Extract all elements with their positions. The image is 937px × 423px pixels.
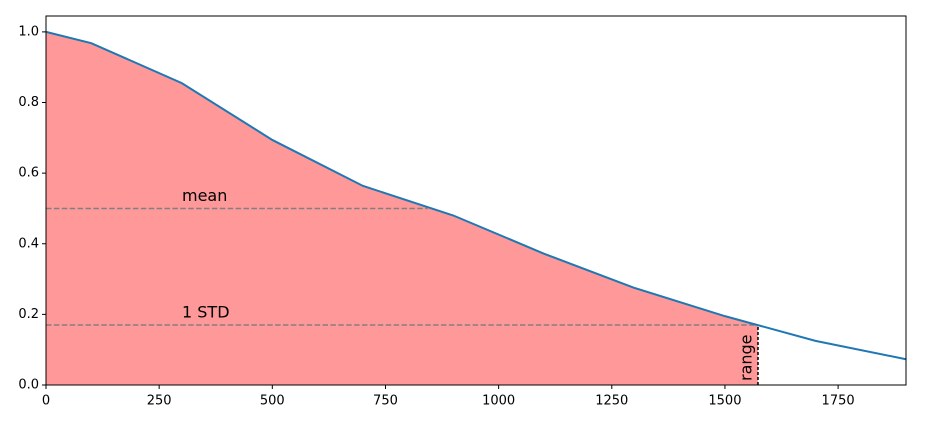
x-tick-label: 500: [260, 394, 285, 409]
x-tick-label: 750: [373, 394, 398, 409]
y-tick-label: 1.0: [18, 24, 39, 39]
x-tick-label: 1500: [708, 394, 741, 409]
y-tick-label: 0.0: [18, 378, 39, 393]
y-tick-label: 0.8: [18, 95, 39, 110]
y-tick-label: 0.4: [18, 236, 39, 251]
y-tick-label: 0.6: [18, 166, 39, 181]
x-tick-label: 1250: [595, 394, 628, 409]
x-tick-label: 0: [42, 394, 50, 409]
range-label: range: [736, 334, 755, 381]
y-tick-label: 0.2: [18, 307, 39, 322]
x-tick-label: 1750: [822, 394, 855, 409]
x-tick-label: 250: [147, 394, 172, 409]
axes-frame: [45, 15, 907, 386]
annotation-label: mean: [182, 186, 227, 205]
x-tick-label: 1000: [482, 394, 515, 409]
line: [45, 30, 907, 361]
annotation-label: 1 STD: [182, 302, 230, 321]
